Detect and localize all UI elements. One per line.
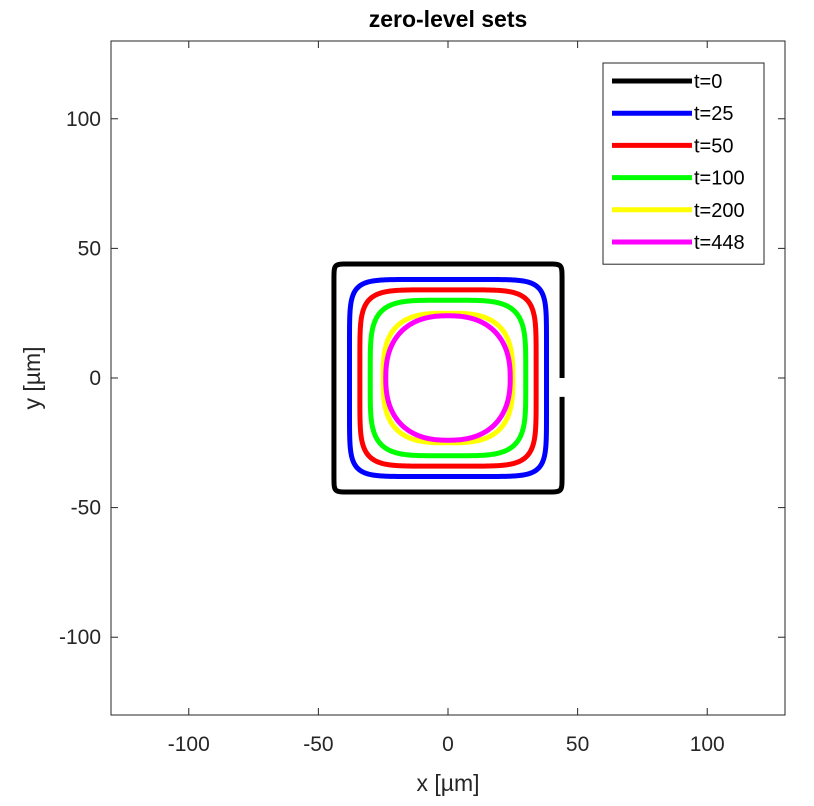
y-tick-label: 0 bbox=[89, 367, 101, 390]
x-tick-label: 50 bbox=[566, 733, 589, 756]
legend-entry-label: t=0 bbox=[694, 71, 722, 93]
curve-t-448 bbox=[383, 313, 513, 443]
legend-entry-label: t=25 bbox=[694, 103, 733, 125]
curve-t-100 bbox=[367, 297, 529, 459]
y-tick-label: 100 bbox=[66, 108, 101, 131]
x-tick-label: 100 bbox=[690, 733, 725, 756]
level-set-curves bbox=[331, 261, 565, 495]
legend-box bbox=[602, 62, 765, 265]
curve-t-25 bbox=[346, 276, 550, 480]
y-tick-label: -100 bbox=[59, 626, 101, 649]
x-axis-ticks: -100 -50 0 50 100 bbox=[168, 41, 725, 756]
x-tick-label: -50 bbox=[303, 733, 333, 756]
legend: t=0 t=25 t=50 t=100 t=200 t=448 bbox=[602, 62, 765, 265]
x-tick-label: 0 bbox=[442, 733, 454, 756]
legend-entry-label: t=50 bbox=[694, 135, 733, 157]
y-tick-label: 50 bbox=[78, 237, 101, 260]
curve-t-200 bbox=[380, 310, 516, 446]
x-tick-label: -100 bbox=[168, 733, 210, 756]
curve-t-0 bbox=[331, 261, 565, 495]
y-tick-label: -50 bbox=[71, 497, 101, 520]
legend-entry-label: t=200 bbox=[694, 200, 745, 222]
x-axis-label: x [µm] bbox=[416, 770, 479, 796]
y-axis-label: y [µm] bbox=[19, 346, 45, 409]
y-axis-ticks: -100 -50 0 50 100 bbox=[59, 108, 785, 649]
legend-entry-label: t=448 bbox=[694, 232, 745, 254]
chart-title: zero-level sets bbox=[369, 6, 528, 32]
legend-entry-label: t=100 bbox=[694, 168, 745, 190]
curve-t-50 bbox=[357, 287, 539, 469]
